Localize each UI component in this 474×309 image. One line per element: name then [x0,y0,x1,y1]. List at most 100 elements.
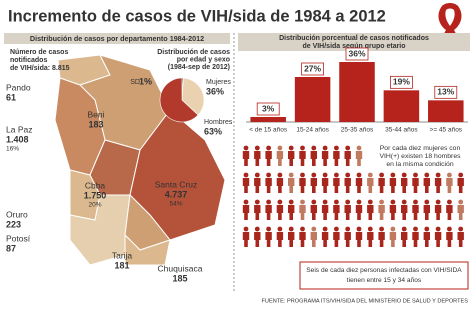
person-head [334,145,339,151]
person-head [345,172,351,178]
person-head [243,145,249,151]
person-head [458,199,464,205]
total-label: Número de casos [10,49,68,56]
person-head [311,226,317,232]
person-head [277,145,283,151]
person-body [242,178,250,193]
pie-title: por edad y sexo [177,56,230,63]
person-head [288,226,294,232]
department-cases: 185 [172,273,187,283]
person-head [243,226,249,232]
person-body [288,205,295,220]
person-body [265,151,272,166]
person-head [345,226,351,232]
department-name: Chuquisaca [158,263,203,273]
person-head [424,172,430,178]
person-head [413,172,418,178]
person-head [288,172,294,178]
person-head [356,172,362,178]
person-body [310,178,317,193]
department-share: 54% [169,201,182,208]
person-body [310,205,317,220]
pie-value-label: 36% [206,86,224,96]
person-body [446,178,453,193]
person-head [435,226,441,232]
person-body [265,205,272,220]
department-name: Santa Cruz [155,179,198,189]
bar [250,117,286,122]
person-body [355,232,363,247]
right-header-bar [238,33,470,51]
department-share: 16% [6,146,19,153]
person-head [390,226,396,232]
person-body [355,178,363,193]
x-tick-label: >= 45 años [430,127,463,134]
bar [294,77,331,122]
department-share: 20% [88,202,101,209]
conclusion: tienen entre 15 y 34 años [347,277,422,284]
value-label: 13% [437,87,454,97]
note: VIH(+) existen 18 hombres [379,153,461,160]
person-body [265,232,272,247]
bar [428,100,464,122]
department-cases: 87 [6,243,16,253]
person-head [367,172,373,178]
person-body [288,178,295,193]
department-name: La Paz [6,124,32,134]
pie-value-label: 1% [139,76,152,86]
person-head [243,199,249,205]
department-cases: 183 [88,119,103,129]
person-body [265,178,272,193]
x-tick-label: < de 15 años [249,127,288,134]
person-head [288,199,294,205]
person-head [266,199,271,205]
person-body [310,232,317,247]
person-body [333,232,340,247]
person-head [379,226,384,232]
value-label-box [434,85,458,99]
note: Por cada diez mujeres con [380,145,461,152]
person-head [266,226,271,232]
person-body [446,232,453,247]
person-head [311,145,317,151]
person-body [299,232,306,247]
department-name: Potosí [6,233,31,243]
person-body [434,178,442,193]
bar-title: de VIH/sida según grupo etario [302,43,405,50]
person-body [333,205,340,220]
total-label: notificados [10,57,47,64]
person-head [447,172,452,178]
person-body [321,232,329,247]
department-cases: 4.737 [165,189,188,199]
department-name: Cbba [85,180,106,190]
person-head [254,199,260,205]
bar-title: Distribución porcentual de casos notific… [279,35,429,42]
person-body [401,178,408,193]
person-body [423,232,430,247]
person-head [458,172,464,178]
person-head [424,199,430,205]
person-body [299,205,306,220]
person-head [322,172,328,178]
person-head [322,226,328,232]
person-body [333,178,340,193]
conclusion: Seis de cada diez personas infectadas co… [306,267,462,274]
person-body [344,178,351,193]
person-head [458,226,464,232]
person-head [424,226,430,232]
person-body [378,178,385,193]
person-body [288,232,295,247]
person-body [321,151,329,166]
person-head [356,226,362,232]
x-tick-label: 25-35 años [341,127,374,134]
note: en la misma condición [386,161,453,168]
pie-value-label: 63% [204,126,222,136]
department-cases: 1.408 [6,134,29,144]
person-body [242,205,250,220]
person-body [434,232,442,247]
person-head [413,199,418,205]
pie-title: (1984-sep de 2012) [168,64,230,71]
person-body [254,151,261,166]
person-body [344,205,351,220]
person-body [378,232,385,247]
